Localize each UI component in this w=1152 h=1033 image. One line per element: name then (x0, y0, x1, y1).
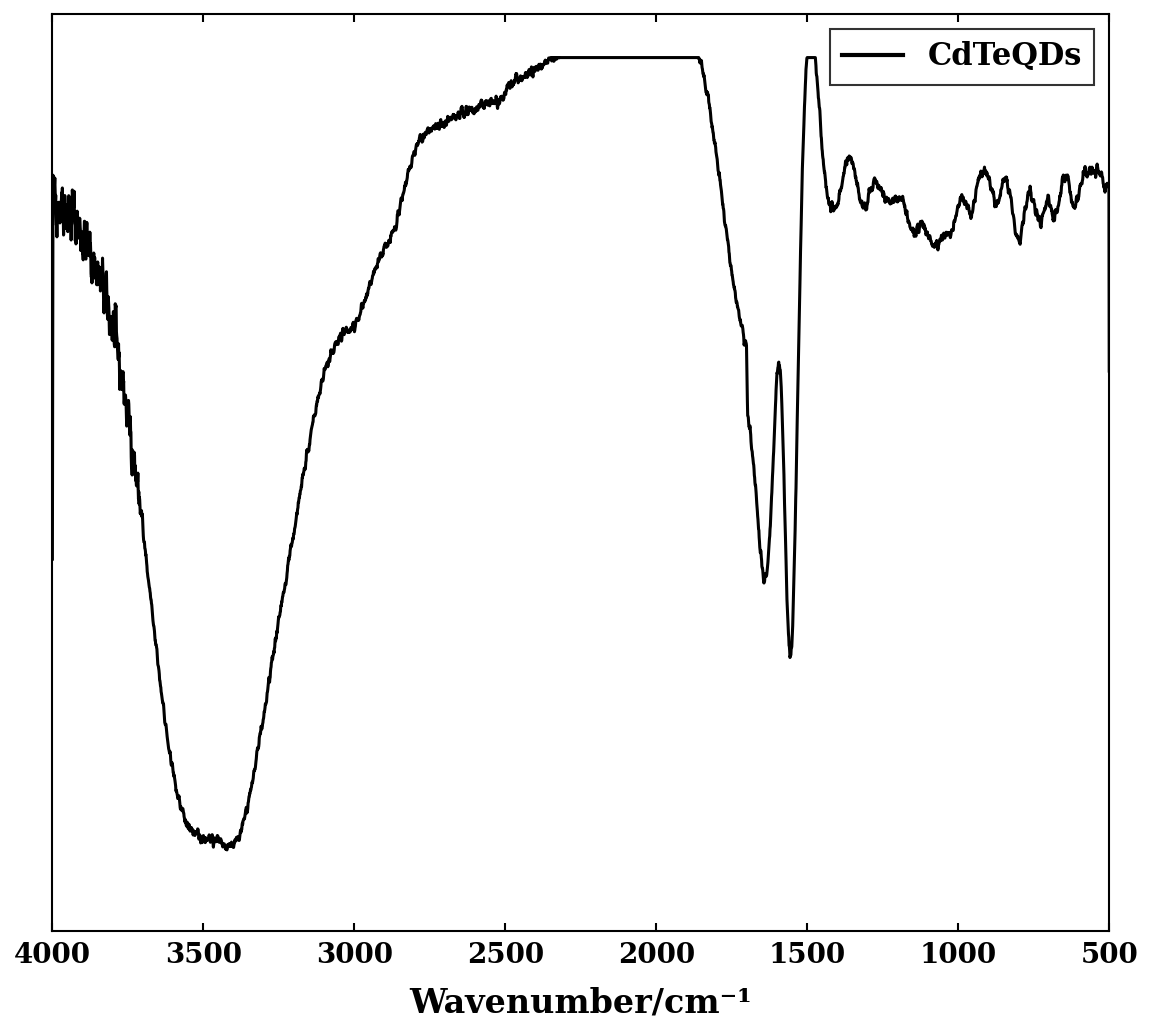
X-axis label: Wavenumber/cm⁻¹: Wavenumber/cm⁻¹ (409, 987, 752, 1020)
Legend: CdTeQDs: CdTeQDs (829, 29, 1094, 85)
